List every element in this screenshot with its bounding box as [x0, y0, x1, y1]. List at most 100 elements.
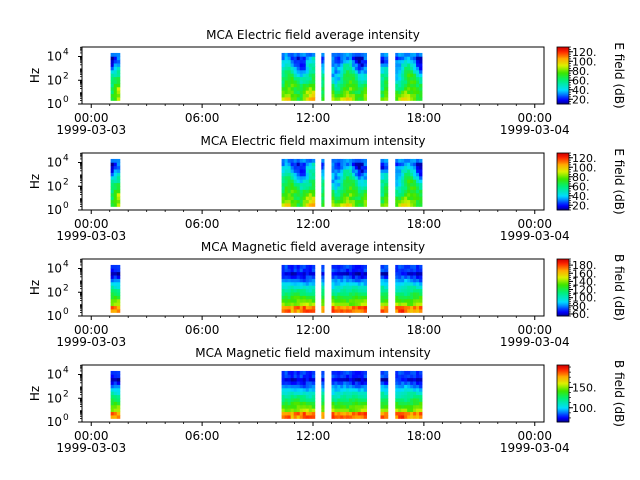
colorbar-swatch — [557, 88, 569, 91]
heatmap-cell — [343, 398, 347, 402]
heatmap-cell — [331, 370, 335, 375]
colorbar-swatch — [557, 368, 569, 371]
heatmap-cell — [113, 203, 118, 207]
heatmap-cell — [404, 93, 408, 98]
heatmap-cell — [384, 162, 389, 167]
heatmap-cell — [354, 97, 359, 101]
heatmap-cell — [281, 80, 285, 84]
data-segment — [380, 52, 389, 101]
heatmap-cell — [113, 384, 118, 389]
x-tick-label: 00:00 — [74, 111, 109, 125]
heatmap-cell — [346, 391, 350, 396]
heatmap-cell — [340, 278, 344, 283]
heatmap-cell — [401, 381, 405, 385]
heatmap-cell — [413, 285, 417, 290]
colorbar-swatch — [557, 160, 569, 162]
colorbar-swatch — [557, 175, 569, 178]
data-segment — [380, 264, 389, 313]
colorbar-swatch — [557, 161, 569, 163]
heatmap-cell — [296, 278, 301, 283]
heatmap-cell — [290, 302, 295, 307]
heatmap-cell — [305, 271, 310, 276]
heatmap-cell — [384, 264, 389, 269]
heatmap-cell — [299, 203, 304, 207]
heatmap-cell — [395, 179, 399, 184]
colorbar-swatch — [557, 399, 569, 402]
colorbar-swatch — [557, 394, 569, 397]
heatmap-cell — [337, 90, 341, 95]
heatmap-cell — [296, 275, 301, 279]
heatmap-cell — [401, 285, 405, 290]
heatmap-cell — [360, 80, 365, 84]
heatmap-cell — [351, 162, 356, 167]
heatmap-cell — [305, 203, 310, 207]
heatmap-cell — [363, 66, 367, 71]
heatmap-cell — [331, 391, 335, 396]
heatmap-cell — [395, 271, 399, 276]
heatmap-cell — [360, 268, 365, 273]
heatmap-cell — [116, 186, 121, 190]
heatmap-cell — [110, 309, 115, 313]
y-tick-exponent: 0 — [63, 95, 69, 105]
heatmap-cell — [113, 73, 118, 78]
heatmap-cell — [284, 169, 289, 173]
heatmap-cell — [354, 203, 359, 207]
heatmap-cell — [349, 93, 353, 98]
heatmap-cell — [398, 172, 402, 177]
heatmap-cell — [384, 63, 389, 67]
heatmap-cell — [384, 404, 389, 409]
heatmap-cell — [357, 56, 362, 61]
heatmap-cell — [384, 374, 389, 379]
heatmap-cell — [311, 391, 316, 396]
heatmap-cell — [287, 288, 292, 293]
heatmap-cell — [380, 387, 385, 392]
heatmap-cell — [351, 295, 356, 300]
heatmap-cell — [416, 404, 420, 409]
heatmap-cell — [354, 90, 359, 95]
heatmap-cell — [363, 295, 367, 300]
heatmap-cell — [404, 415, 408, 419]
heatmap-cell — [302, 69, 307, 74]
heatmap-cell — [287, 302, 292, 307]
heatmap-cell — [346, 90, 350, 95]
heatmap-cell — [416, 169, 420, 173]
y-axis-label: Hz — [28, 174, 42, 189]
x-tick-label: 06:00 — [185, 323, 220, 337]
heatmap-cell — [349, 302, 353, 307]
heatmap-cell — [116, 384, 121, 389]
heatmap-cell — [321, 411, 324, 416]
heatmap-cell — [407, 298, 411, 303]
heatmap-cell — [395, 182, 399, 187]
heatmap-cell — [305, 374, 310, 379]
heatmap-cell — [413, 268, 417, 273]
heatmap-cell — [351, 278, 356, 283]
heatmap-cell — [113, 377, 118, 382]
heatmap-cell — [290, 199, 295, 204]
heatmap-cell — [401, 158, 405, 163]
heatmap-cell — [363, 179, 367, 184]
heatmap-cell — [346, 411, 350, 416]
heatmap-cell — [398, 408, 402, 413]
heatmap-cell — [410, 186, 414, 190]
heatmap-cell — [110, 285, 115, 290]
heatmap-cell — [290, 182, 295, 187]
heatmap-cell — [311, 398, 316, 402]
heatmap-cell — [337, 69, 341, 74]
heatmap-cell — [293, 401, 298, 406]
data-segment — [321, 264, 325, 313]
heatmap-cell — [343, 80, 347, 84]
heatmap-cell — [357, 370, 362, 375]
heatmap-cell — [413, 374, 417, 379]
colorbar-swatch — [557, 49, 569, 51]
heatmap-cell — [337, 59, 341, 64]
heatmap-cell — [284, 76, 289, 81]
colorbar-swatch — [557, 194, 569, 197]
heatmap-cell — [395, 203, 399, 207]
heatmap-cell — [290, 196, 295, 201]
heatmap-cell — [419, 275, 423, 279]
heatmap-cell — [284, 63, 289, 67]
heatmap-cell — [281, 158, 285, 163]
heatmap-cell — [407, 158, 411, 163]
heatmap-cell — [354, 73, 359, 78]
